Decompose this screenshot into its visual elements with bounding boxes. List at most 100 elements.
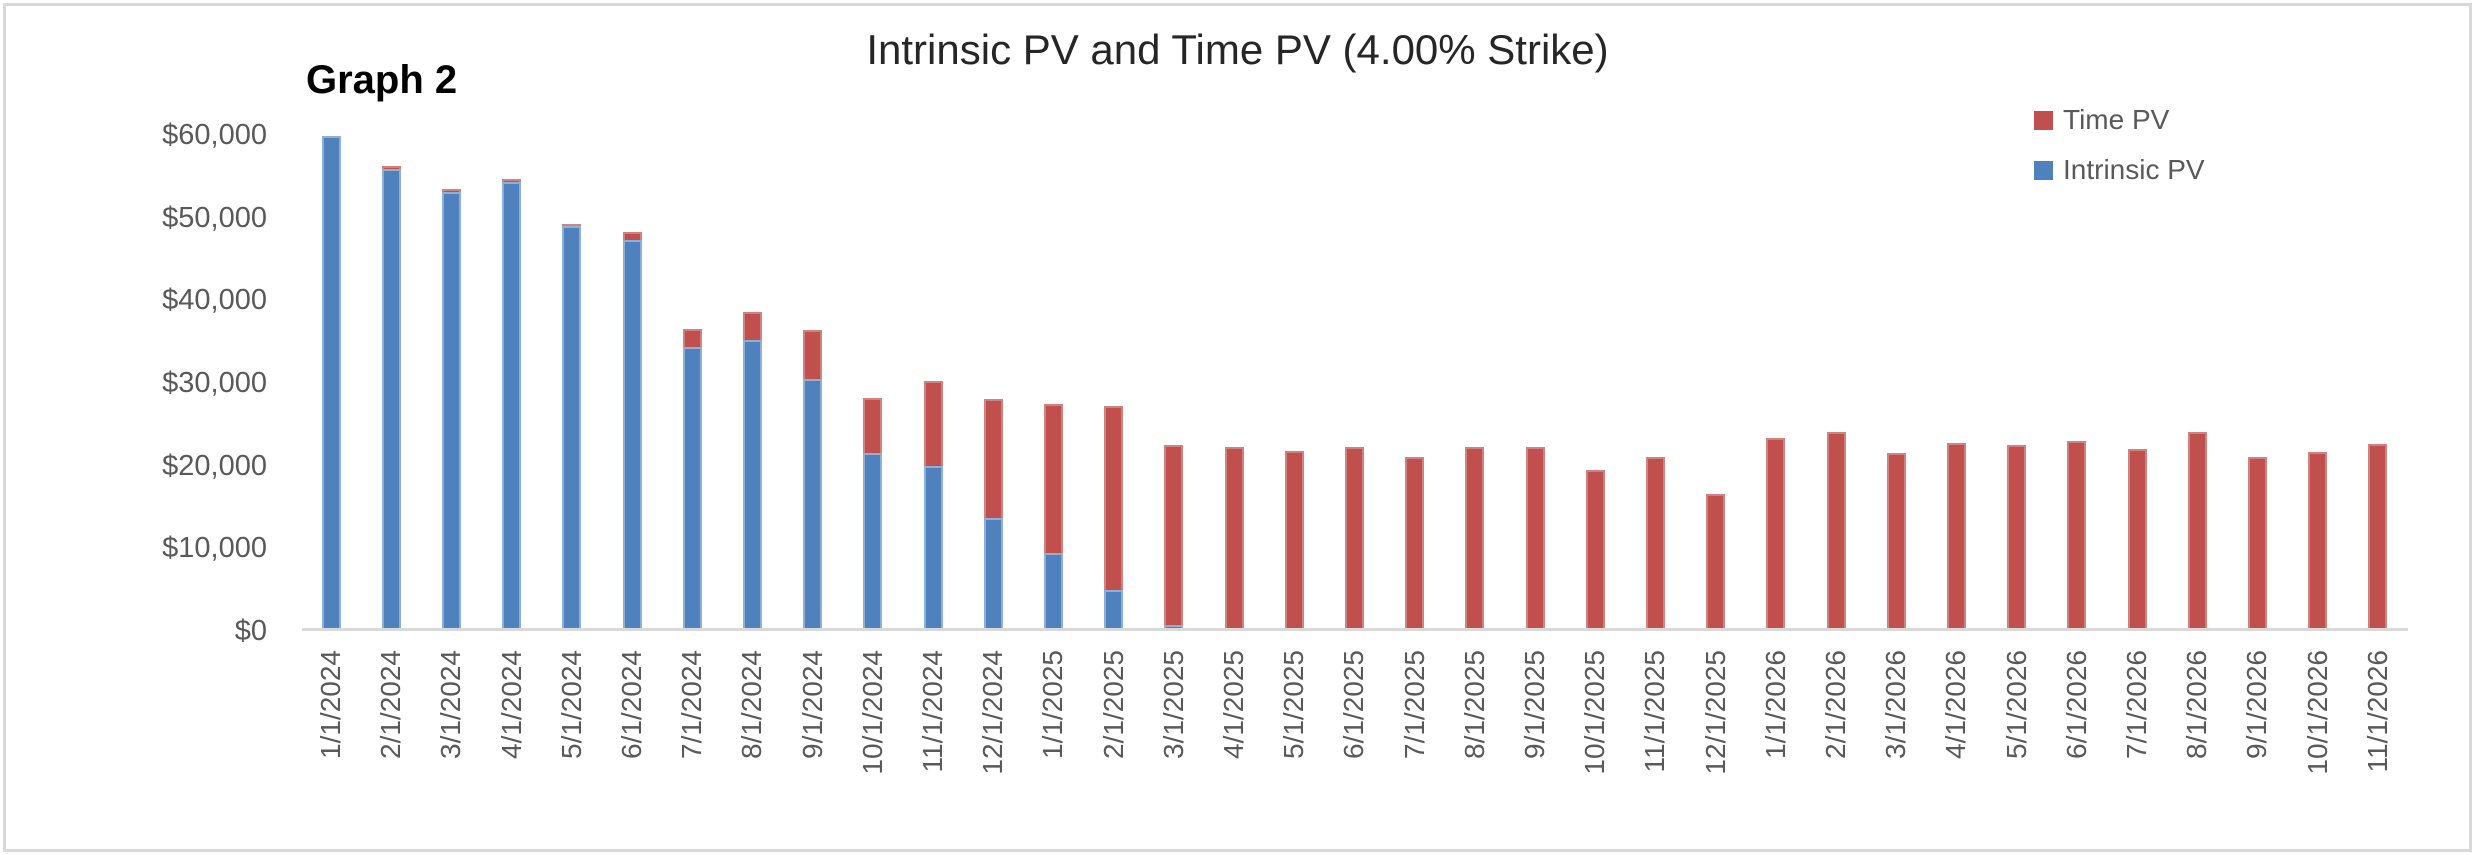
x-axis-label: 9/1/2024	[796, 650, 828, 759]
bar-segment-intrinsic-pv[interactable]	[803, 379, 823, 631]
bar-segment-time-pv[interactable]	[682, 329, 702, 347]
bar-segment-intrinsic-pv[interactable]	[502, 182, 522, 631]
bar-column[interactable]	[682, 100, 702, 631]
bar-segment-time-pv[interactable]	[562, 224, 582, 226]
bar-segment-intrinsic-pv[interactable]	[863, 453, 883, 631]
bar-segment-time-pv[interactable]	[1224, 447, 1244, 631]
bar-segment-time-pv[interactable]	[1284, 451, 1304, 631]
x-axis-label: 7/1/2025	[1398, 650, 1430, 759]
bar-segment-time-pv[interactable]	[1465, 447, 1485, 631]
bar-column[interactable]	[502, 100, 522, 631]
bar-column[interactable]	[1465, 100, 1485, 631]
bar-segment-intrinsic-pv[interactable]	[562, 226, 582, 631]
bar-column[interactable]	[2308, 100, 2328, 631]
bar-column[interactable]	[1706, 100, 1726, 631]
bar-segment-intrinsic-pv[interactable]	[622, 240, 642, 631]
bar-column[interactable]	[1525, 100, 1545, 631]
bar-column[interactable]	[742, 100, 762, 631]
legend-item-time-pv[interactable]: Time PV	[2034, 104, 2205, 136]
bar-segment-intrinsic-pv[interactable]	[321, 136, 341, 631]
bar-column[interactable]	[441, 100, 461, 631]
bar-segment-time-pv[interactable]	[1043, 404, 1063, 553]
bar-segment-time-pv[interactable]	[1706, 494, 1726, 631]
bar-segment-time-pv[interactable]	[1766, 438, 1786, 631]
bar-column[interactable]	[1043, 100, 1063, 631]
bar-segment-intrinsic-pv[interactable]	[923, 466, 943, 631]
bar-segment-time-pv[interactable]	[441, 189, 461, 192]
bar-column[interactable]	[2067, 100, 2087, 631]
bar-column[interactable]	[1164, 100, 1184, 631]
y-axis-label: $30,000	[162, 366, 267, 399]
bar-column[interactable]	[803, 100, 823, 631]
bar-segment-time-pv[interactable]	[1826, 432, 1846, 631]
bar-column[interactable]	[2127, 100, 2147, 631]
bar-segment-time-pv[interactable]	[1164, 445, 1184, 625]
bar-segment-time-pv[interactable]	[1946, 443, 1966, 631]
bar-segment-intrinsic-pv[interactable]	[983, 518, 1003, 631]
x-axis-label: 1/1/2026	[1759, 650, 1791, 759]
time-pv-swatch-icon	[2034, 110, 2053, 130]
bar-column[interactable]	[1344, 100, 1364, 631]
x-axis-label: 11/1/2025	[1639, 650, 1671, 773]
x-axis-label: 3/1/2024	[435, 650, 467, 759]
bar-segment-time-pv[interactable]	[2308, 452, 2328, 631]
bar-column[interactable]	[321, 100, 341, 631]
bar-segment-time-pv[interactable]	[742, 312, 762, 340]
bar-column[interactable]	[923, 100, 943, 631]
bar-column[interactable]	[381, 100, 401, 631]
y-axis-label: $10,000	[162, 532, 267, 565]
bar-segment-time-pv[interactable]	[1886, 453, 1906, 631]
bar-column[interactable]	[863, 100, 883, 631]
bar-column[interactable]	[1104, 100, 1124, 631]
bar-segment-time-pv[interactable]	[1645, 457, 1665, 631]
bar-segment-intrinsic-pv[interactable]	[441, 192, 461, 631]
y-axis-label: $0	[234, 615, 267, 647]
bar-column[interactable]	[1826, 100, 1846, 631]
bar-segment-time-pv[interactable]	[622, 232, 642, 240]
bar-segment-time-pv[interactable]	[803, 330, 823, 379]
bar-column[interactable]	[2368, 100, 2388, 631]
bar-column[interactable]	[1645, 100, 1665, 631]
bar-column[interactable]	[1224, 100, 1244, 631]
bar-column[interactable]	[1886, 100, 1906, 631]
bar-segment-intrinsic-pv[interactable]	[1043, 553, 1063, 631]
bar-segment-intrinsic-pv[interactable]	[742, 340, 762, 631]
bar-segment-time-pv[interactable]	[2368, 444, 2388, 631]
bar-segment-time-pv[interactable]	[2067, 441, 2087, 631]
x-axis-label: 6/1/2025	[1338, 650, 1370, 759]
x-axis-label: 6/1/2026	[2060, 650, 2092, 759]
bar-column[interactable]	[1585, 100, 1605, 631]
bar-column[interactable]	[562, 100, 582, 631]
bar-segment-time-pv[interactable]	[983, 399, 1003, 518]
bar-segment-time-pv[interactable]	[2247, 457, 2267, 631]
bar-column[interactable]	[1946, 100, 1966, 631]
bar-segment-time-pv[interactable]	[923, 381, 943, 466]
x-axis-label: 4/1/2026	[1940, 650, 1972, 759]
bar-segment-time-pv[interactable]	[2007, 445, 2027, 631]
bar-column[interactable]	[2007, 100, 2027, 631]
bar-segment-time-pv[interactable]	[1585, 470, 1605, 631]
bar-segment-time-pv[interactable]	[2187, 432, 2207, 631]
bar-segment-time-pv[interactable]	[1344, 447, 1364, 631]
x-axis-label: 8/1/2024	[736, 650, 768, 759]
bar-segment-intrinsic-pv[interactable]	[1104, 590, 1124, 631]
bar-column[interactable]	[1284, 100, 1304, 631]
bar-segment-intrinsic-pv[interactable]	[682, 347, 702, 631]
bar-segment-time-pv[interactable]	[863, 398, 883, 453]
bar-segment-time-pv[interactable]	[1525, 447, 1545, 631]
bar-segment-intrinsic-pv[interactable]	[381, 169, 401, 631]
legend-item-intrinsic-pv[interactable]: Intrinsic PV	[2034, 154, 2205, 186]
bar-column[interactable]	[2187, 100, 2207, 631]
bar-column[interactable]	[1766, 100, 1786, 631]
bar-segment-time-pv[interactable]	[502, 179, 522, 182]
bar-column[interactable]	[2247, 100, 2267, 631]
bar-column[interactable]	[622, 100, 642, 631]
bar-segment-time-pv[interactable]	[2127, 449, 2147, 631]
bar-column[interactable]	[1405, 100, 1425, 631]
bar-column[interactable]	[983, 100, 1003, 631]
bar-segment-time-pv[interactable]	[1405, 457, 1425, 631]
bar-segment-time-pv[interactable]	[1104, 406, 1124, 590]
plot-area	[302, 100, 2408, 631]
bar-segment-time-pv[interactable]	[381, 166, 401, 169]
